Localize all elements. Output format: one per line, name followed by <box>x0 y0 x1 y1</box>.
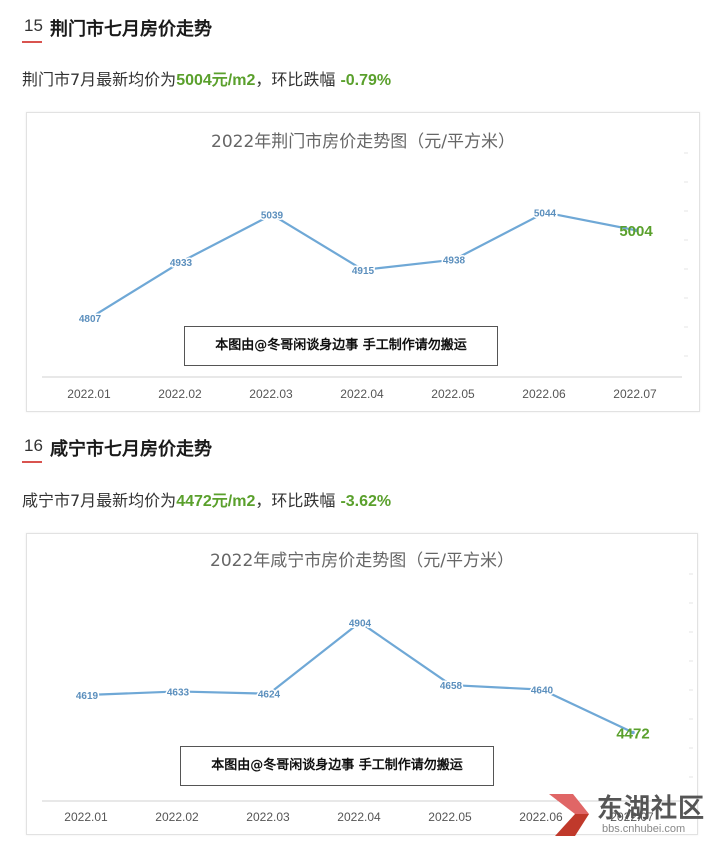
data-point <box>631 730 635 735</box>
watermark-text-box: 本图由@冬哥闲谈身边事 手工制作请勿搬运 <box>180 746 494 786</box>
section-title: 咸宁市七月房价走势 <box>50 439 212 460</box>
watermark-text-box: 本图由@冬哥闲谈身边事 手工制作请勿搬运 <box>184 326 498 366</box>
data-point <box>540 687 544 692</box>
chart-svg: 4619 4633 4624 4904 4658 4640 4472 2022.01 2022.… <box>42 573 693 824</box>
data-label: 5004 <box>619 223 653 240</box>
x-tick-label: 2022.04 <box>337 810 381 824</box>
data-point <box>543 210 547 215</box>
data-label: 4472 <box>616 726 649 743</box>
data-label: 4658 <box>440 681 463 692</box>
data-label: 4640 <box>531 686 554 697</box>
x-tick-label: 2022.05 <box>428 810 472 824</box>
summary-change: -0.79% <box>340 72 392 89</box>
chart-svg: 4807 4933 5039 4915 4938 5044 5004 2022.01 2022.… <box>42 152 688 401</box>
data-label: 4938 <box>443 256 466 267</box>
x-tick-label: 2022.02 <box>155 810 199 824</box>
price-trend-chart: 4619 4633 4624 4904 4658 4640 4472 2022.01 2022.… <box>26 533 698 835</box>
section-number: 16 <box>24 436 43 455</box>
x-tick-label: 2022.06 <box>519 810 563 824</box>
x-tick-label: 2022.06 <box>522 387 566 401</box>
data-point <box>267 691 271 696</box>
data-label: 4915 <box>352 266 375 277</box>
data-point <box>85 693 89 697</box>
x-tick-label: 2022.02 <box>158 387 202 401</box>
data-label: 5044 <box>534 208 557 219</box>
data-point <box>449 683 453 687</box>
site-name: 东湖社区 <box>597 794 706 824</box>
summary-price: 4472元/m2 <box>176 493 256 510</box>
section-number: 15 <box>24 16 43 35</box>
summary-price: 5004元/m2 <box>176 72 256 89</box>
x-tick-label: 2022.03 <box>249 387 293 401</box>
x-tick-label: 2022.05 <box>431 387 475 401</box>
data-point <box>361 268 365 272</box>
price-summary: 咸宁市7月最新均价为4472元/m2，环比跌幅 -3.62% <box>22 487 391 511</box>
price-trend-chart: 4807 4933 5039 4915 4938 5044 5004 2022.01 2022.… <box>26 112 700 412</box>
chart-title: 2022年咸宁市房价走势图（元/平方米） <box>210 551 514 571</box>
price-summary: 荆门市7月最新均价为5004元/m2，环比跌幅 -0.79% <box>22 66 391 90</box>
data-point <box>634 228 638 233</box>
data-label: 4933 <box>170 258 193 269</box>
x-tick-label: 2022.07 <box>610 810 654 824</box>
summary-prefix: 荆门市7月最新均价为 <box>22 70 177 89</box>
data-point <box>176 689 180 694</box>
data-label: 4904 <box>349 618 372 629</box>
x-tick-label: 2022.01 <box>67 387 111 401</box>
data-label: 4807 <box>79 314 102 325</box>
data-point <box>358 620 362 625</box>
summary-mid: ，环比跌幅 <box>255 491 341 510</box>
data-point <box>179 260 183 264</box>
chart-title: 2022年荆门市房价走势图（元/平方米） <box>211 132 515 152</box>
site-url: bbs.cnhubei.com <box>602 823 686 835</box>
data-point <box>88 316 92 320</box>
x-tick-label: 2022.04 <box>340 387 384 401</box>
data-label: 4624 <box>258 690 281 701</box>
section-number-underline <box>22 461 42 463</box>
summary-prefix: 咸宁市7月最新均价为 <box>22 491 177 510</box>
summary-mid: ，环比跌幅 <box>255 70 341 89</box>
section-number-underline <box>22 41 42 43</box>
site-logo-icon <box>549 794 589 836</box>
data-point <box>452 257 456 262</box>
series-line <box>86 621 634 734</box>
data-label: 4633 <box>167 687 190 698</box>
x-tick-label: 2022.07 <box>613 387 657 401</box>
x-tick-label: 2022.03 <box>246 810 290 824</box>
data-label: 5039 <box>261 211 284 222</box>
site-logo[interactable]: 东湖社区 bbs.cnhubei.com <box>545 790 726 846</box>
summary-change: -3.62% <box>340 493 392 510</box>
x-tick-label: 2022.01 <box>64 810 108 824</box>
section-title: 荆门市七月房价走势 <box>50 19 212 40</box>
data-point <box>270 212 274 217</box>
data-label: 4619 <box>76 691 99 702</box>
